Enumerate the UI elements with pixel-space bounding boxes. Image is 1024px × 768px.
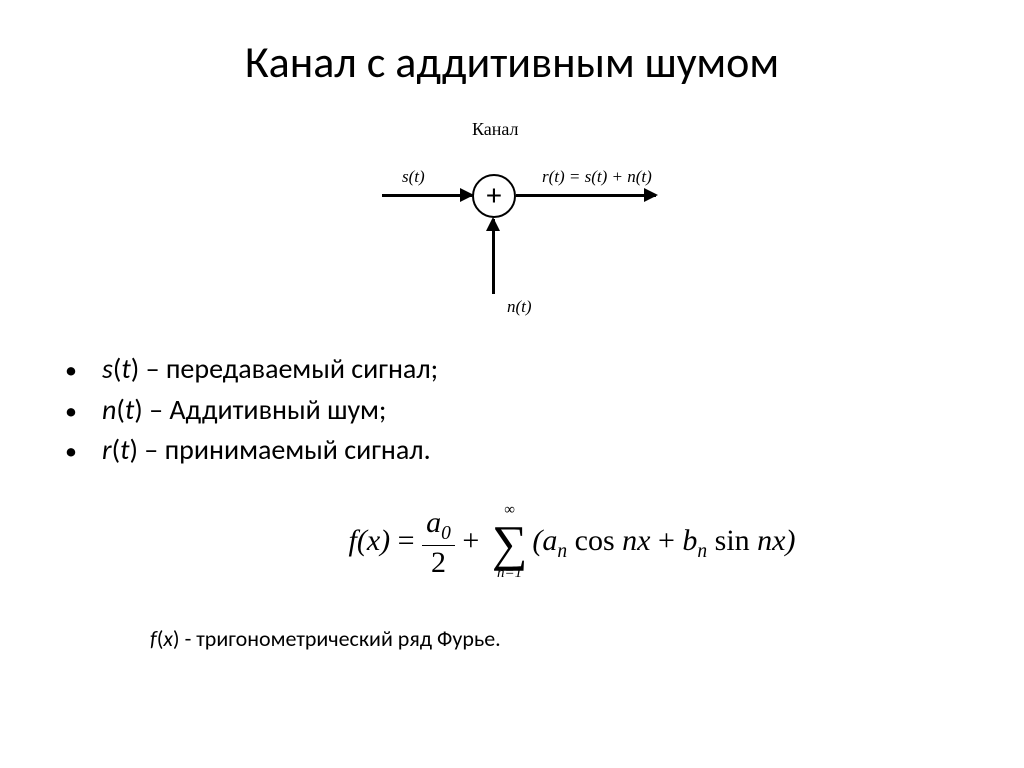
signal-definitions-list: • s(t) – передаваемый сигнал; • n(t) – А…: [0, 339, 1024, 471]
list-item: • r(t) – принимаемый сигнал.: [65, 430, 1024, 471]
summer-node: +: [472, 174, 516, 218]
formula-description: f(x) - тригонометрический ряд Фурье.: [0, 625, 1024, 652]
list-item: • s(t) – передаваемый сигнал;: [65, 349, 1024, 390]
input-signal-label: s(t): [402, 167, 425, 187]
channel-diagram: Канал s(t) + r(t) = s(t) + n(t) n(t): [312, 119, 712, 319]
list-item-text: n(t) – Аддитивный шум;: [102, 390, 386, 431]
slide-title: Канал с аддитивным шумом: [0, 0, 1024, 109]
noise-arrow: [492, 219, 495, 294]
list-item-text: r(t) – принимаемый сигнал.: [102, 430, 431, 471]
diagram-caption: Канал: [472, 119, 519, 140]
output-arrow: [516, 194, 656, 197]
output-signal-label: r(t) = s(t) + n(t): [542, 167, 652, 187]
list-item-text: s(t) – передаваемый сигнал;: [102, 349, 438, 390]
fourier-series-formula: f(x) = a0 2 + ∞ ∑ n=1 (an cos nx + bn si…: [120, 506, 1024, 580]
bullet-icon: •: [65, 395, 77, 430]
bullet-icon: •: [65, 435, 77, 470]
list-item: • n(t) – Аддитивный шум;: [65, 390, 1024, 431]
noise-signal-label: n(t): [507, 297, 532, 317]
input-arrow: [382, 194, 472, 197]
bullet-icon: •: [65, 354, 77, 389]
